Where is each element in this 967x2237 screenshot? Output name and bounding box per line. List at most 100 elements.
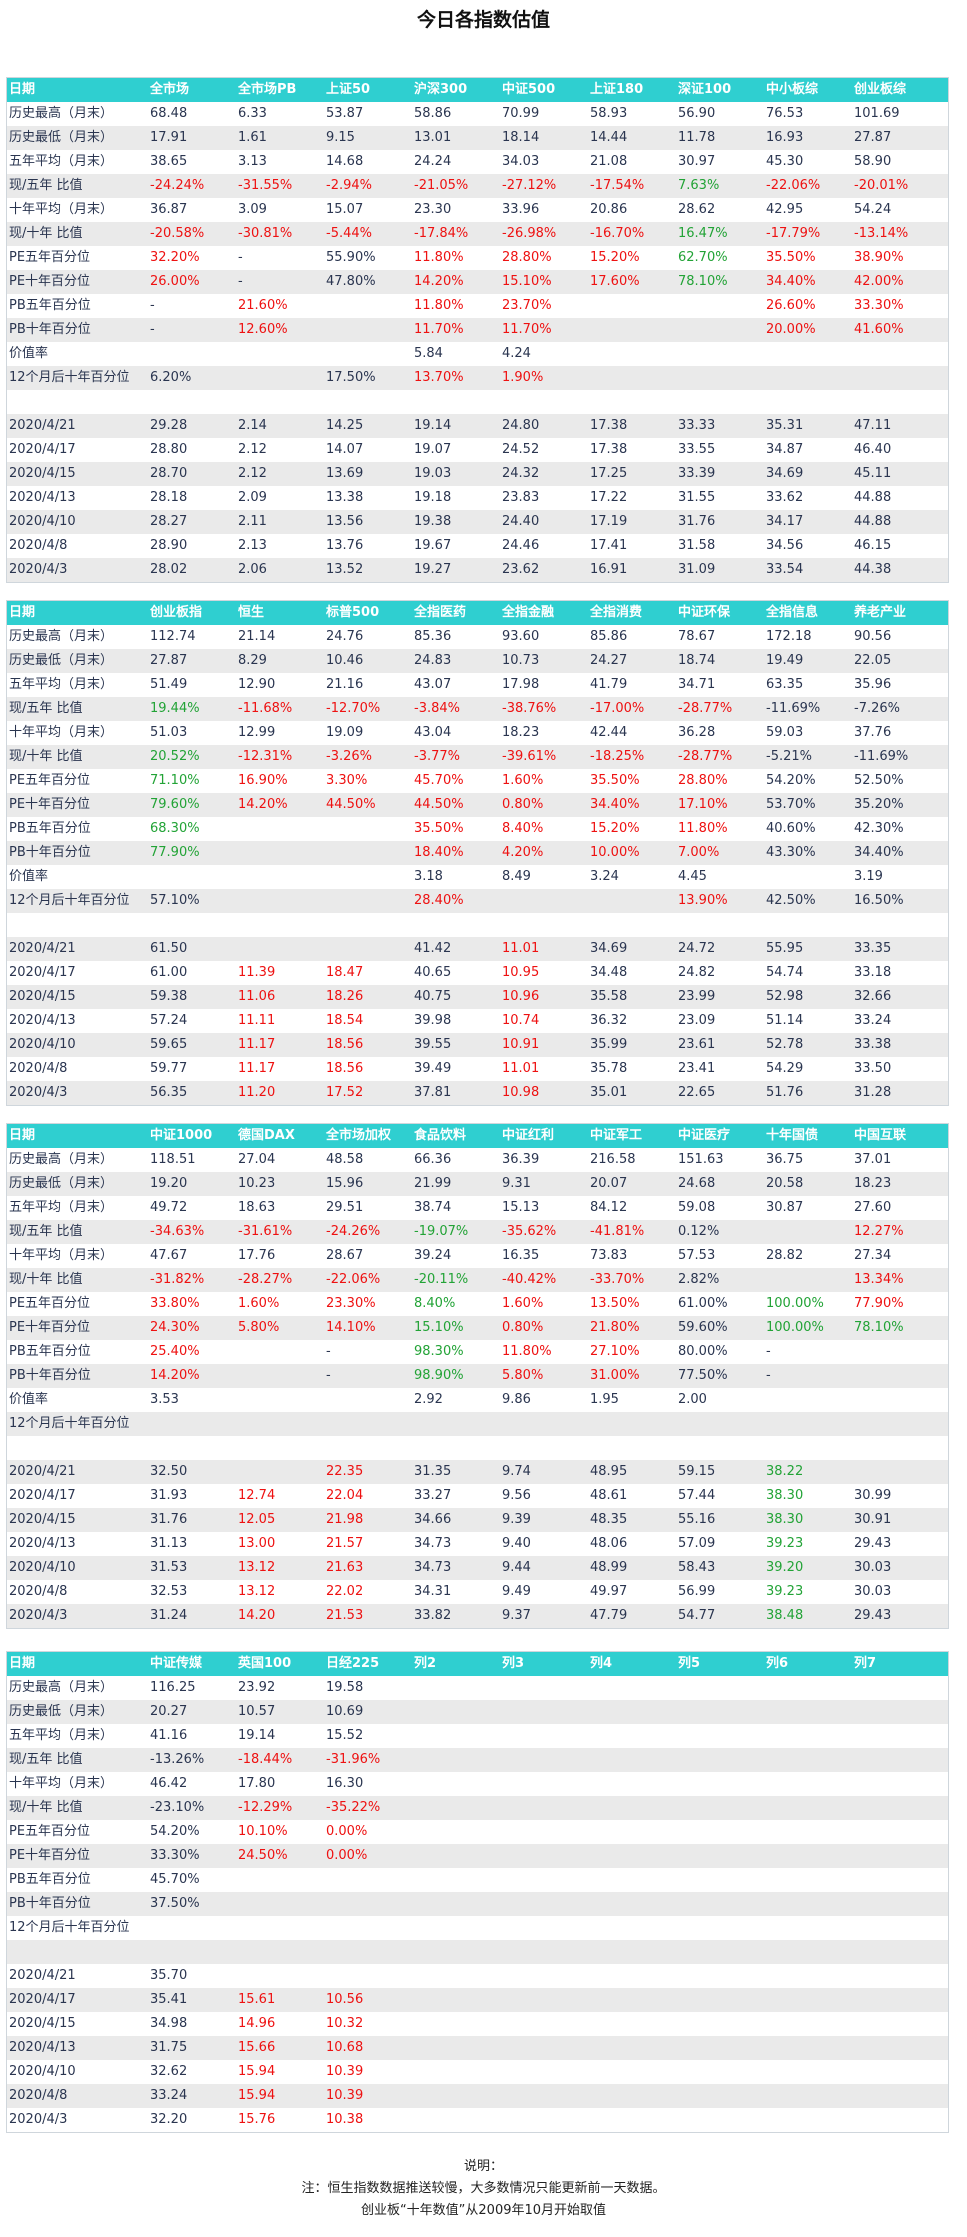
table-cell: 43.04: [414, 725, 452, 740]
table-cell: 10.91: [502, 1037, 540, 1052]
table-cell: [676, 1868, 764, 1892]
table-cell: 57.10%: [150, 893, 200, 908]
table-cell: [852, 1412, 940, 1436]
table-cell: [324, 318, 412, 342]
table-row: PB五年百分位 - 21.60% 11.80% 23.70% 26.60% 33.30%: [7, 294, 948, 318]
table-cell: [764, 1724, 852, 1748]
table-cell: 24.46: [502, 538, 540, 553]
table-cell: 41.79: [590, 677, 628, 692]
table-cell: 70.99: [502, 106, 540, 121]
header-index-cell: 列6: [766, 1656, 789, 1671]
table-cell: 34.48: [590, 965, 628, 980]
table-cell: 39.55: [414, 1037, 452, 1052]
header-index-cell: 沪深300: [414, 82, 468, 97]
table-cell: [236, 1340, 324, 1364]
table-row: 价值率 3.18 8.49 3.24 4.45 3.19: [7, 865, 948, 889]
table-cell: [588, 1964, 676, 1988]
table-cell: -28.77%: [678, 701, 733, 716]
table-cell: [324, 390, 412, 414]
table-cell: [676, 1988, 764, 2012]
row-label: 历史最高（月末）: [9, 629, 114, 644]
table-cell: 59.08: [678, 1200, 716, 1215]
table-cell: 15.94: [238, 2088, 276, 2103]
header-date-cell: 日期: [9, 82, 36, 97]
table-cell: 14.20%: [414, 274, 464, 289]
table-cell: [236, 1460, 324, 1484]
row-label: 2020/4/15: [9, 2016, 76, 2031]
table-cell: -: [238, 274, 243, 289]
table-row: 2020/4/3 32.20 15.76 10.38: [7, 2108, 948, 2132]
table-cell: 33.35: [854, 941, 892, 956]
table-cell: 17.38: [590, 418, 628, 433]
table-cell: 112.74: [150, 629, 196, 644]
table-cell: 22.35: [326, 1464, 364, 1479]
table-cell: 29.43: [854, 1536, 892, 1551]
table-cell: -28.77%: [678, 749, 733, 764]
table-cell: [412, 1964, 500, 1988]
table-cell: [324, 937, 412, 961]
table-cell: -22.06%: [766, 178, 821, 193]
table-cell: 17.10%: [678, 797, 728, 812]
table-cell: 18.47: [326, 965, 364, 980]
table-cell: [412, 1844, 500, 1868]
row-label: 2020/4/10: [9, 1037, 76, 1052]
table-cell: 35.58: [590, 989, 628, 1004]
table-cell: 34.40%: [590, 797, 640, 812]
table-cell: 2.14: [238, 418, 267, 433]
table-cell: 34.66: [414, 1512, 452, 1527]
table-cell: 10.00%: [590, 845, 640, 860]
table-cell: [588, 2012, 676, 2036]
table-cell: 47.79: [590, 1608, 628, 1623]
table-cell: 8.49: [502, 869, 531, 884]
table-header-row: 日期 全市场 全市场PB 上证50 沪深300 中证500 上证180 深证100 中小板综 创业…: [7, 78, 948, 102]
row-label: 12个月后十年百分位: [9, 1920, 130, 1935]
table-cell: 33.96: [502, 202, 540, 217]
table-cell: 9.39: [502, 1512, 531, 1527]
row-label: 现/十年 比值: [9, 1272, 83, 1287]
table-cell: 31.35: [414, 1464, 452, 1479]
header-index-cell: 德国DAX: [238, 1128, 295, 1143]
table-cell: [852, 342, 940, 366]
table-cell: 42.44: [590, 725, 628, 740]
table-cell: 16.47%: [678, 226, 728, 241]
table-cell: 23.09: [678, 1013, 716, 1028]
table-cell: -12.31%: [238, 749, 293, 764]
table-cell: [324, 294, 412, 318]
table-cell: 32.66: [854, 989, 892, 1004]
table-cell: 5.84: [414, 346, 443, 361]
table-cell: 35.20%: [854, 797, 904, 812]
table-row: 历史最低（月末） 17.91 1.61 9.15 13.01 18.14 14.44 11.7…: [7, 126, 948, 150]
table-cell: 59.38: [150, 989, 188, 1004]
table-cell: 38.22: [766, 1464, 804, 1479]
table-cell: -41.81%: [590, 1224, 645, 1239]
table-cell: [764, 2084, 852, 2108]
table-cell: [588, 1436, 676, 1460]
table-cell: 33.38: [854, 1037, 892, 1052]
table-cell: [852, 1364, 940, 1388]
table-cell: -17.00%: [590, 701, 645, 716]
table-row: [7, 913, 948, 937]
table-cell: 16.35: [502, 1248, 540, 1263]
row-label: PE五年百分位: [9, 773, 91, 788]
table-cell: [500, 1796, 588, 1820]
table-row: 2020/4/15 28.70 2.12 13.69 19.03 24.32 17.25 33…: [7, 462, 948, 486]
table-cell: 24.27: [590, 653, 628, 668]
table-cell: [588, 1700, 676, 1724]
table-cell: 33.54: [766, 562, 804, 577]
table-cell: [412, 913, 500, 937]
table-cell: [588, 913, 676, 937]
table-cell: -: [766, 1344, 771, 1359]
table-cell: [764, 1436, 852, 1460]
table-cell: -11.69%: [854, 749, 909, 764]
row-label: 十年平均（月末）: [9, 725, 114, 740]
table-cell: 19.14: [414, 418, 452, 433]
row-label: PB五年百分位: [9, 821, 91, 836]
table-cell: [412, 1772, 500, 1796]
row-label: [7, 390, 148, 414]
table-cell: -31.82%: [150, 1272, 205, 1287]
table-row: 2020/4/13 31.75 15.66 10.68: [7, 2036, 948, 2060]
table-row: 2020/4/10 32.62 15.94 10.39: [7, 2060, 948, 2084]
table-cell: [500, 2012, 588, 2036]
table-cell: 44.38: [854, 562, 892, 577]
table-cell: 48.95: [590, 1464, 628, 1479]
